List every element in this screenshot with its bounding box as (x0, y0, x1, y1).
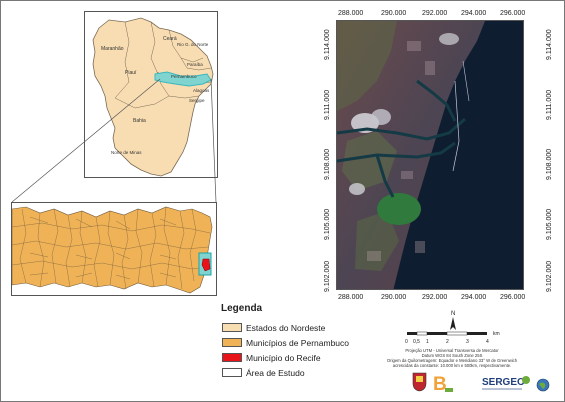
legend-item-estados: Estados do Nordeste (222, 322, 325, 333)
y-tick-right-2: 9.108.000 (546, 148, 553, 180)
north-label: N (451, 311, 455, 317)
x-tick-top-4: 296.000 (500, 10, 526, 17)
scale-tick-5: 4 (486, 339, 489, 345)
green-park (377, 193, 421, 225)
legend-label-municipios: Municípios de Pernambuco (246, 337, 350, 348)
x-tick-top-1: 290.000 (381, 10, 407, 17)
state-label-paraiba: Paraíba (187, 62, 203, 67)
river-capibaribe (337, 117, 466, 141)
b-logo: B (432, 372, 454, 395)
sergeo-logo: SERGEO (482, 374, 534, 394)
legend-label-area: Área de Estudo (246, 367, 305, 378)
nordeste-map-svg: Maranhão Ceará Rio G. do Norte Piauí Par… (92, 17, 214, 177)
scale-unit: km (493, 331, 500, 337)
state-label-alagoas: Alagoas (193, 88, 210, 93)
y-tick-left-1: 9.111.000 (324, 89, 331, 120)
x-tick-bottom-4: 296.000 (500, 294, 526, 301)
globe-logo (536, 378, 550, 392)
x-tick-top-2: 292.000 (422, 10, 448, 17)
projection-note-1: Datum WGS 84 South Zone 25S (421, 353, 483, 358)
state-label-minas: Norte de Minas (111, 150, 142, 155)
y-tick-left-2: 9.108.000 (324, 148, 331, 180)
legend-label-estados: Estados do Nordeste (246, 322, 326, 333)
state-label-rn: Rio G. do Norte (177, 42, 209, 47)
pernambuco-shape (12, 206, 213, 294)
state-label-maranhao: Maranhão (101, 46, 124, 52)
y-tick-right-3: 9.105.000 (546, 208, 553, 240)
pernambuco-map (11, 202, 217, 296)
scale-tick-0: 0 (405, 339, 408, 345)
y-tick-left-4: 9.102.000 (324, 260, 331, 292)
scale-tick-3: 2 (446, 339, 449, 345)
state-label-piaui: Piauí (125, 70, 137, 76)
scale-and-north: N 0 0,5 1 2 3 4 km (405, 311, 500, 345)
state-label-ceara: Ceará (163, 36, 177, 42)
nordeste-map: Maranhão Ceará Rio G. do Norte Piauí Par… (84, 11, 218, 178)
scale-tick-4: 3 (466, 339, 469, 345)
satellite-map (336, 20, 524, 290)
legend-title: Legenda (221, 303, 263, 314)
projection-note-0: Projeção UTM - Universal Transversa de M… (405, 348, 499, 353)
satellite-image-svg (337, 21, 523, 289)
state-label-bahia: Bahia (133, 118, 146, 124)
recife-shape (201, 258, 211, 272)
b-logo-text: B (433, 374, 447, 394)
pernambuco-highlight (154, 71, 212, 87)
scale-tick-2: 1 (426, 339, 429, 345)
state-label-sergipe: Sergipe (189, 98, 205, 103)
x-tick-top-0: 288.000 (338, 10, 364, 17)
projection-note-2: Origem da Quilometragem: Equador e Merid… (386, 358, 518, 363)
projection-note-3: acrescidas da constante: 10.000 km e 500… (392, 363, 512, 368)
north-arrow-icon (450, 317, 456, 330)
legend-item-area: Área de Estudo (222, 367, 305, 378)
x-tick-bottom-2: 292.000 (422, 294, 448, 301)
y-tick-right-0: 9.114.000 (546, 29, 553, 60)
x-tick-bottom-1: 290.000 (381, 294, 407, 301)
sergeo-logo-text: SERGEO (482, 377, 525, 388)
y-tick-right-4: 9.102.000 (546, 260, 553, 292)
x-tick-bottom-0: 288.000 (338, 294, 364, 301)
legend-swatch-municipios (222, 338, 242, 347)
legend-swatch-recife (222, 353, 242, 362)
y-tick-left-3: 9.105.000 (324, 208, 331, 240)
scale-tick-1: 0,5 (413, 339, 420, 345)
y-tick-right-1: 9.111.000 (546, 89, 553, 120)
nordeste-region-shape (92, 17, 214, 177)
legend-label-recife: Município do Recife (246, 352, 321, 363)
state-label-pernambuco: Pernambuco (171, 74, 197, 79)
x-tick-top-3: 294.000 (461, 10, 487, 17)
legend-swatch-area (222, 368, 242, 377)
legend-item-recife: Município do Recife (222, 352, 321, 363)
y-tick-left-0: 9.114.000 (324, 29, 331, 60)
university-crest-logo (412, 372, 427, 392)
pernambuco-map-svg (12, 206, 213, 294)
x-tick-bottom-3: 294.000 (461, 294, 487, 301)
legend-swatch-estados (222, 323, 242, 332)
legend-item-municipios: Municípios de Pernambuco (222, 337, 349, 348)
